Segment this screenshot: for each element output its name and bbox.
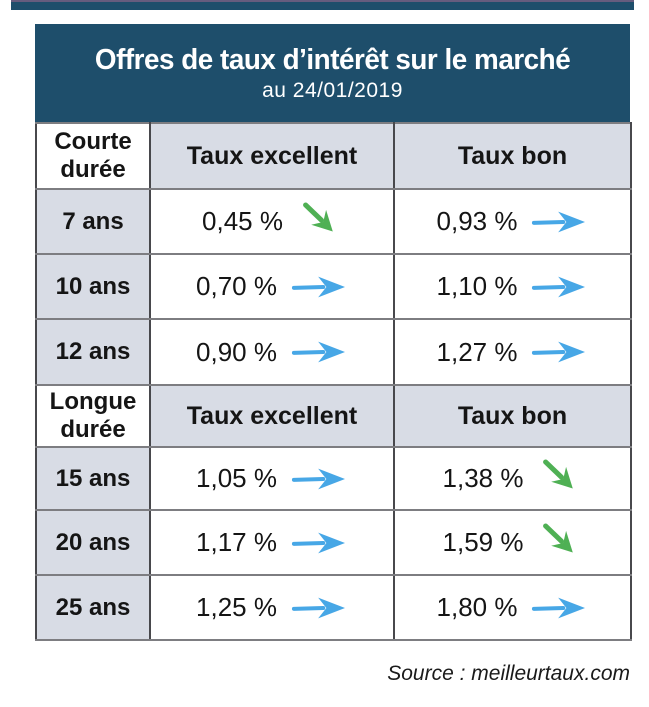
rate-value: 1,38 %: [442, 463, 524, 493]
cell-taux-excellent: 1,05 %: [149, 446, 395, 511]
cell-taux-bon: 0,93 %: [393, 188, 632, 255]
cell-taux-excellent: 1,17 %: [149, 509, 395, 576]
rate-value: 1,27 %: [436, 336, 518, 367]
trend-arrow-icon: [530, 274, 588, 300]
rate-value: 1,05 %: [196, 463, 277, 493]
cell-taux-bon: 1,27 %: [393, 318, 632, 386]
trend-arrow-icon: [296, 194, 342, 240]
source-credit: Source : meilleurtaux.com: [387, 662, 630, 685]
trend-arrow-icon: [536, 515, 582, 561]
top-banner-edge: [11, 0, 634, 10]
cell-taux-bon: 1,10 %: [393, 253, 632, 320]
rate-value: 0,45 %: [202, 206, 283, 236]
table-row: 10 ans 0,70 % 1,10 %: [35, 253, 632, 320]
rate-value: 1,17 %: [196, 527, 277, 557]
row-label: 7 ans: [35, 188, 151, 255]
table-row: 15 ans 1,05 % 1,38 %: [35, 446, 632, 511]
cell-taux-bon: 1,59 %: [393, 509, 632, 576]
trend-arrow-icon: [290, 530, 348, 556]
table-row: 7 ans 0,45 % 0,93 %: [35, 188, 632, 255]
header-taux-bon: Taux bon: [393, 384, 632, 448]
rate-value: 0,93 %: [436, 206, 518, 236]
header-longue-duree: Longue durée: [35, 384, 151, 448]
rate-value: 0,90 %: [196, 336, 277, 367]
rate-value: 1,25 %: [196, 592, 277, 622]
title-banner: Offres de taux d’intérêt sur le marché a…: [35, 24, 630, 122]
trend-arrow-icon: [290, 274, 348, 300]
trend-arrow-icon: [536, 451, 582, 497]
table-row: 12 ans 0,90 % 1,27 %: [35, 318, 632, 386]
trend-arrow-icon: [290, 595, 348, 621]
rate-value: 0,70 %: [196, 271, 277, 301]
cell-taux-excellent: 1,25 %: [149, 574, 395, 641]
cell-taux-bon: 1,38 %: [393, 446, 632, 511]
trend-arrow-icon: [530, 209, 588, 235]
rate-value: 1,80 %: [436, 592, 518, 622]
header-courte-duree: Courte durée: [35, 122, 151, 190]
rate-value: 1,59 %: [442, 527, 524, 557]
row-label: 12 ans: [35, 318, 151, 386]
rates-table: Courte durée Taux excellent Taux bon 7 a…: [35, 122, 632, 641]
cell-taux-excellent: 0,45 %: [149, 188, 395, 255]
row-label: 25 ans: [35, 574, 151, 641]
banner-date: au 24/01/2019: [262, 78, 403, 102]
header-taux-bon: Taux bon: [393, 122, 632, 190]
trend-arrow-icon: [290, 339, 348, 365]
header-taux-excellent: Taux excellent: [149, 384, 395, 448]
cell-taux-bon: 1,80 %: [393, 574, 632, 641]
rate-value: 1,10 %: [436, 271, 518, 301]
trend-arrow-icon: [530, 339, 588, 365]
row-label: 20 ans: [35, 509, 151, 576]
row-label: 15 ans: [35, 446, 151, 511]
trend-arrow-icon: [530, 595, 588, 621]
cell-taux-excellent: 0,70 %: [149, 253, 395, 320]
row-label: 10 ans: [35, 253, 151, 320]
table-header-longue: Longue durée Taux excellent Taux bon: [35, 384, 632, 448]
table-row: 25 ans 1,25 % 1,80 %: [35, 574, 632, 641]
table-row: 20 ans 1,17 % 1,59 %: [35, 509, 632, 576]
header-taux-excellent: Taux excellent: [149, 122, 395, 190]
page-title: Offres de taux d’intérêt sur le marché: [94, 43, 571, 76]
cell-taux-excellent: 0,90 %: [149, 318, 395, 386]
trend-arrow-icon: [290, 466, 348, 492]
table-header-courte: Courte durée Taux excellent Taux bon: [35, 122, 632, 190]
